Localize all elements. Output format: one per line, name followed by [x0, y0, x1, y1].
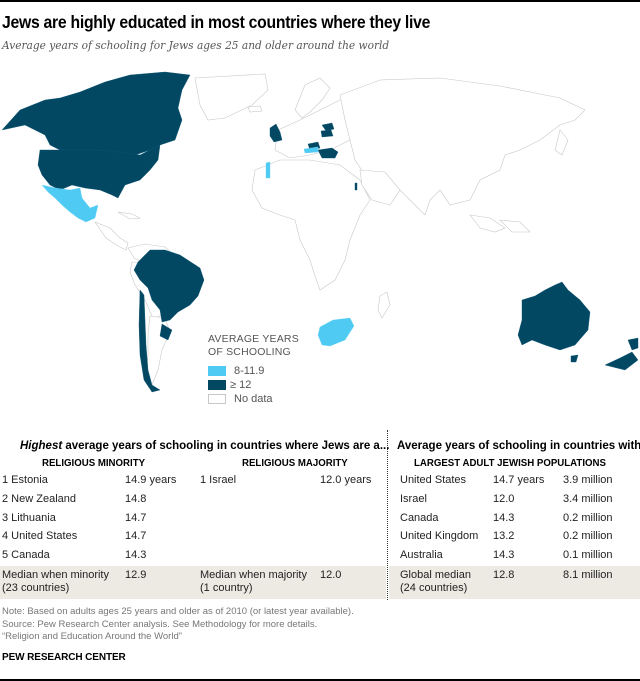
- top-rule: [0, 0, 640, 2]
- largest-years: 14.7 years: [493, 474, 545, 486]
- chart-title: Jews are highly educated in most countri…: [2, 12, 431, 32]
- largest-population: 3.9 million: [563, 474, 613, 486]
- title-emphasis: Highest: [20, 440, 63, 452]
- majority-country: 1 Israel: [200, 474, 237, 486]
- legend-title-line2: OF SCHOOLING: [208, 346, 291, 358]
- minority-country: 4 United States: [2, 530, 78, 542]
- footnote-note: Note: Based on adults ages 25 years and …: [2, 606, 354, 617]
- largest-population: 0.1 million: [563, 549, 613, 561]
- largest-years: 13.2: [493, 530, 515, 542]
- minority-value: 14.9 years: [125, 474, 177, 486]
- footnote-report: “Religion and Education Around the World…: [2, 631, 182, 642]
- majority-median-label: Median when majority: [200, 569, 307, 581]
- largest-population: 0.2 million: [563, 512, 613, 524]
- light-countries: [41, 146, 355, 347]
- legend-label: No data: [234, 392, 273, 405]
- legend-label: 8-11.9: [234, 364, 265, 377]
- majority-header: RELIGIOUS MAJORITY: [242, 457, 348, 469]
- largest-country: United Kingdom: [400, 530, 479, 542]
- legend-item-dark: ≥ 12: [208, 378, 299, 391]
- largest-years: 12.0: [493, 493, 515, 505]
- minority-value: 14.8: [125, 493, 147, 505]
- largest-median-band: [389, 566, 640, 599]
- minority-value: 14.3: [125, 549, 147, 561]
- no-data-countries: [94, 73, 586, 386]
- minority-country: 2 New Zealand: [2, 493, 76, 505]
- bottom-rule: [0, 679, 640, 681]
- footnote-source: Source: Pew Research Center analysis. Se…: [2, 619, 318, 630]
- majority-median-count: (1 country): [200, 582, 253, 594]
- legend-item-light: 8-11.9: [208, 364, 299, 377]
- world-map: [1, 71, 639, 393]
- global-median-years: 12.8: [493, 569, 515, 581]
- largest-years: 14.3: [493, 512, 515, 524]
- minority-value: 14.7: [125, 512, 147, 524]
- legend-title-line1: AVERAGE YEARS: [208, 333, 299, 345]
- largest-years: 14.3: [493, 549, 515, 561]
- largest-section-title: Average years of schooling in countries …: [397, 440, 640, 452]
- global-median-count: (24 countries): [400, 582, 468, 594]
- section-divider: [387, 430, 388, 600]
- largest-country: Canada: [400, 512, 439, 524]
- majority-value: 12.0 years: [320, 474, 372, 486]
- minority-median-count: (23 countries): [2, 582, 70, 594]
- largest-population: 3.4 million: [563, 493, 613, 505]
- chart-subtitle: Average years of schooling for Jews ages…: [2, 38, 390, 52]
- largest-country: Israel: [400, 493, 427, 505]
- title-rest: average years of schooling in countries …: [62, 440, 390, 452]
- largest-country: United States: [400, 474, 467, 486]
- swatch-nodata-icon: [208, 393, 226, 404]
- map-legend: AVERAGE YEARS OF SCHOOLING 8-11.9 ≥ 12 N…: [208, 333, 299, 405]
- majority-median-value: 12.0: [320, 569, 342, 581]
- swatch-light-icon: [208, 365, 226, 376]
- minority-country: 3 Lithuania: [2, 512, 56, 524]
- minority-median-label: Median when minority: [2, 569, 109, 581]
- minority-section-title: Highest average years of schooling in co…: [20, 440, 389, 452]
- largest-population: 0.2 million: [563, 530, 613, 542]
- global-median-label: Global median: [400, 569, 471, 581]
- legend-label: ≥ 12: [230, 378, 252, 391]
- minority-median-value: 12.9: [125, 569, 147, 581]
- legend-item-nodata: No data: [208, 392, 299, 405]
- minority-median-band: [0, 566, 386, 599]
- global-median-population: 8.1 million: [563, 569, 613, 581]
- swatch-dark-icon: [208, 379, 226, 390]
- minority-header: RELIGIOUS MINORITY: [42, 457, 146, 469]
- brand-logo: PEW RESEARCH CENTER: [2, 652, 126, 663]
- largest-country: Australia: [400, 549, 443, 561]
- minority-country: 5 Canada: [2, 549, 50, 561]
- dark-countries: [1, 71, 639, 393]
- largest-header: LARGEST ADULT JEWISH POPULATIONS: [414, 457, 606, 469]
- minority-value: 14.7: [125, 530, 147, 542]
- minority-country: 1 Estonia: [2, 474, 48, 486]
